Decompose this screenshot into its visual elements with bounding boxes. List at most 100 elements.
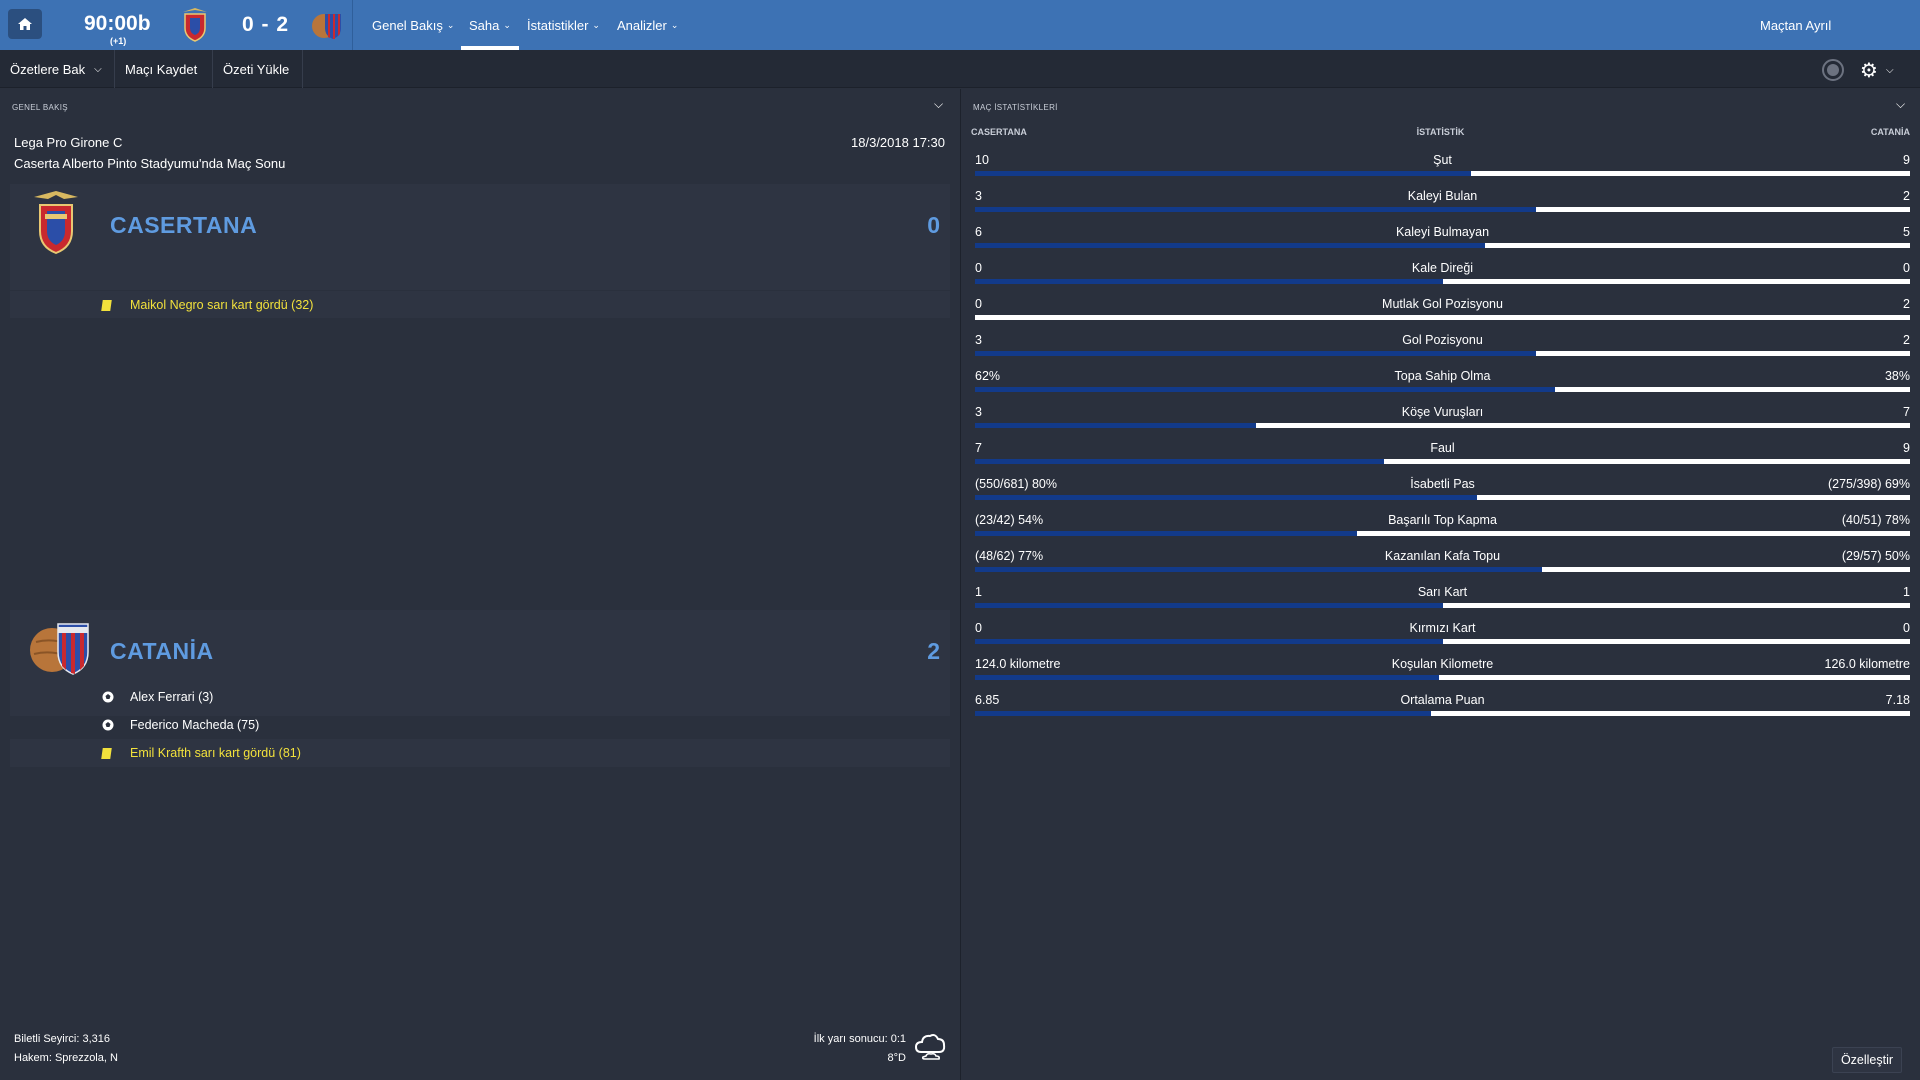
- stat-row: 7 Faul 9: [975, 434, 1910, 470]
- tab-label: Analizler: [617, 17, 667, 33]
- event-text: Alex Ferrari (3): [130, 690, 214, 704]
- away-team-score: 2: [927, 638, 940, 664]
- tab-label: Saha: [469, 17, 500, 33]
- stat-row: 3 Kaleyi Bulan 2: [975, 182, 1910, 218]
- stat-row: 6.85 Ortalama Puan 7.18: [975, 686, 1910, 722]
- stat-name: Faul: [1430, 441, 1455, 455]
- button-label: Özetlere Bak: [10, 61, 86, 77]
- customize-button[interactable]: Özelleştir: [1832, 1047, 1902, 1073]
- home-button[interactable]: [8, 9, 42, 39]
- event-row: Emil Krafth sarı kart gördü (81): [10, 739, 950, 767]
- home-value: 0: [975, 621, 982, 635]
- tab-overview[interactable]: Genel Bakış ⌄: [372, 0, 454, 50]
- gear-icon: ⚙: [1860, 59, 1878, 82]
- home-value: 62%: [975, 369, 1001, 383]
- stat-name: Koşulan Kilometre: [1391, 657, 1494, 671]
- record-icon[interactable]: [1822, 59, 1844, 81]
- chevron-down-icon: ⌄: [670, 19, 679, 30]
- referee: Hakem: Sprezzola, N: [14, 1052, 118, 1064]
- away-value: 2: [1903, 297, 1910, 311]
- home-share-fill: [975, 207, 1536, 212]
- home-team-header: CASERTANA 0: [10, 184, 950, 290]
- column-header-away: CATANİA: [1870, 127, 1910, 137]
- comparison-bar: [975, 423, 1910, 428]
- chevron-down-icon: ⌵: [1885, 64, 1894, 76]
- away-value: 126.0 kilometre: [1824, 657, 1910, 671]
- home-team-score: 0: [927, 212, 940, 238]
- home-value: 3: [975, 333, 982, 347]
- away-value: 9: [1903, 153, 1910, 167]
- venue-status: Caserta Alberto Pinto Stadyumu'nda Maç S…: [14, 156, 286, 171]
- stat-name: Kazanılan Kafa Topu: [1384, 549, 1501, 563]
- home-share-fill: [975, 639, 1443, 644]
- save-match-button[interactable]: Maçı Kaydet: [115, 50, 213, 88]
- stat-row: 10 Şut 9: [975, 146, 1910, 182]
- top-bar: 90:00b (+1) 0 - 2 Genel Bakış ⌄ Saha ⌄ İ…: [0, 0, 1920, 50]
- event-row: Alex Ferrari (3): [10, 683, 950, 711]
- halftime-result: İlk yarı sonucu: 0:1: [813, 1033, 906, 1045]
- away-team-name[interactable]: CATANİA: [110, 638, 214, 664]
- button-label: Maçı Kaydet: [125, 61, 198, 77]
- stat-row: 3 Gol Pozisyonu 2: [975, 326, 1910, 362]
- stat-row: (550/681) 80% İsabetli Pas (275/398) 69%: [975, 470, 1910, 506]
- stat-row: 0 Kırmızı Kart 0: [975, 614, 1910, 650]
- stat-row: 3 Köşe Vuruşları 7: [975, 398, 1910, 434]
- comparison-bar: [975, 387, 1910, 392]
- added-time: (+1): [110, 36, 127, 46]
- stat-row: (23/42) 54% Başarılı Top Kapma (40/51) 78%: [975, 506, 1910, 542]
- stat-name: İsabetli Pas: [1410, 477, 1475, 491]
- divider: [352, 0, 353, 50]
- event-row: Maikol Negro sarı kart gördü (32): [10, 291, 950, 318]
- home-value: 6.85: [975, 693, 1000, 707]
- action-bar: Özetlere Bak ⌵ Maçı Kaydet Özeti Yükle ⚙…: [0, 50, 1920, 88]
- catania-crest-icon: [30, 623, 89, 675]
- view-highlights-button[interactable]: Özetlere Bak ⌵: [0, 50, 115, 88]
- chevron-down-icon: ⌄: [503, 19, 511, 30]
- collapse-icon[interactable]: ⌵: [1896, 97, 1906, 111]
- tab-analysis[interactable]: Analizler ⌄: [617, 0, 678, 50]
- match-clock: 90:00b: [84, 12, 151, 35]
- collapse-icon[interactable]: ⌵: [934, 97, 944, 111]
- home-share-fill: [975, 243, 1485, 248]
- home-team-name[interactable]: CASERTANA: [110, 212, 258, 238]
- home-value: 10: [975, 153, 989, 167]
- comparison-bar: [975, 495, 1910, 500]
- away-value: 5: [1903, 225, 1910, 239]
- tab-statistics[interactable]: İstatistikler ⌄: [527, 0, 600, 50]
- catania-crest-icon: [312, 14, 341, 39]
- tab-pitch[interactable]: Saha ⌄: [461, 0, 519, 50]
- comparison-bar: [975, 639, 1910, 644]
- stat-row: 124.0 kilometre Koşulan Kilometre 126.0 ki…: [975, 650, 1910, 686]
- stat-name: Topa Sahip Olma: [1394, 369, 1491, 383]
- comparison-bar: [975, 459, 1910, 464]
- leave-match-button[interactable]: Maçtan Ayrıl: [1760, 17, 1832, 33]
- settings-button[interactable]: ⚙ ⌵: [1860, 58, 1904, 82]
- comparison-bar: [975, 207, 1910, 212]
- match-score: 0 - 2: [242, 13, 290, 36]
- yellow-card-icon: [101, 748, 112, 759]
- casertana-crest-icon: [183, 8, 207, 42]
- home-share-fill: [975, 531, 1358, 536]
- load-highlights-button[interactable]: Özeti Yükle: [213, 50, 303, 88]
- away-value: 2: [1903, 189, 1910, 203]
- match-datetime: 18/3/2018 17:30: [851, 135, 945, 150]
- stat-name: Mutlak Gol Pozisyonu: [1382, 297, 1503, 311]
- away-value: 9: [1903, 441, 1910, 455]
- away-value: 7.18: [1885, 693, 1910, 707]
- goal-icon: [102, 691, 114, 703]
- event-text: Emil Krafth sarı kart gördü (81): [130, 746, 301, 760]
- away-value: 0: [1903, 621, 1910, 635]
- home-value: 0: [975, 261, 982, 275]
- stat-row: 0 Kale Direği 0: [975, 254, 1910, 290]
- home-icon: [18, 18, 32, 30]
- comparison-bar: [975, 351, 1910, 356]
- stat-name: Sarı Kart: [1417, 585, 1468, 599]
- away-value: 38%: [1884, 369, 1910, 383]
- away-events-list: Alex Ferrari (3) Federico Macheda (75) E…: [10, 683, 950, 767]
- tab-label: Genel Bakış: [372, 17, 443, 33]
- home-share-fill: [975, 711, 1432, 716]
- away-value: 0: [1903, 261, 1910, 275]
- home-value: (550/681) 80%: [975, 477, 1058, 491]
- comparison-bar: [975, 603, 1910, 608]
- stat-name: Kale Direği: [1411, 261, 1474, 275]
